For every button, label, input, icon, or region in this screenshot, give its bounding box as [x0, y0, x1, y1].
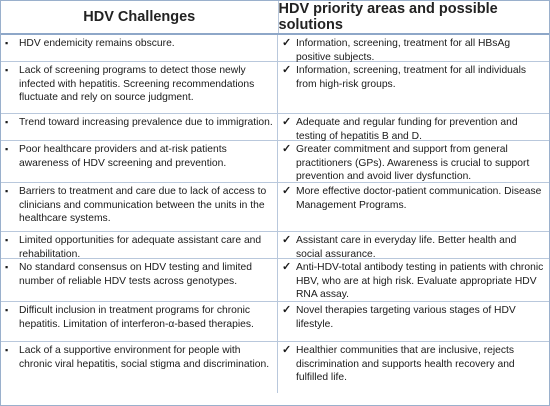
challenge-cell: ▪ No standard consensus on HDV testing an…: [1, 259, 278, 301]
table-row: ▪ Poor healthcare providers and at-risk p…: [1, 141, 549, 183]
checkmark-icon: ✓: [282, 234, 292, 246]
solution-cell: ✓ Anti-HDV-total antibody testing in pati…: [278, 259, 549, 301]
checkmark-icon: ✓: [282, 304, 292, 316]
header-solutions: HDV priority areas and possible solution…: [278, 1, 498, 33]
challenge-text: Poor healthcare providers and at-risk pa…: [19, 144, 227, 169]
table-row: ▪ Difficult inclusion in treatment progra…: [1, 302, 549, 342]
challenge-text: No standard consensus on HDV testing and…: [19, 262, 252, 287]
solution-cell: ✓ Information, screening, treatment for a…: [278, 35, 549, 63]
challenge-text: Lack of a supportive environment for peo…: [19, 345, 270, 370]
solution-cell: ✓ Assistant care in everyday life. Better…: [278, 232, 549, 260]
solution-text: More effective doctor-patient communicat…: [296, 186, 542, 211]
challenge-cell: ▪ Trend toward increasing prevalence due …: [1, 114, 278, 140]
solution-text: Assistant care in everyday life. Better …: [296, 235, 517, 260]
table-row: ▪ Lack of a supportive environment for pe…: [1, 342, 549, 393]
solution-text: Greater commitment and support from gene…: [296, 144, 530, 183]
challenge-cell: ▪ HDV endemicity remains obscure.: [1, 35, 278, 61]
checkmark-icon: ✓: [282, 64, 292, 76]
solution-text: Adequate and regular funding for prevent…: [296, 117, 518, 142]
solution-text: Information, screening, treatment for al…: [296, 38, 511, 63]
table-body: ▪ HDV endemicity remains obscure. ✓ Informa…: [1, 35, 549, 393]
challenge-cell: ▪ Difficult inclusion in treatment progra…: [1, 302, 278, 341]
solution-cell: ✓ Healthier communities that are inclusiv…: [278, 342, 549, 393]
table-row: ▪ Trend toward increasing prevalence due …: [1, 114, 549, 142]
solution-cell: ✓ More effective doctor-patient communica…: [278, 183, 549, 231]
square-bullet-icon: ▪: [5, 305, 9, 315]
challenge-text: Difficult inclusion in treatment program…: [19, 305, 254, 330]
checkmark-icon: ✓: [282, 261, 292, 273]
table-header: HDV Challenges HDV priority areas and po…: [1, 1, 549, 35]
solution-text: Novel therapies targeting various stages…: [296, 305, 516, 330]
challenge-cell: ▪ Limited opportunities for adequate assi…: [1, 232, 278, 260]
solution-cell: ✓ Information, screening, treatment for a…: [278, 62, 549, 113]
square-bullet-icon: ▪: [5, 186, 9, 196]
table-row: ▪ Limited opportunities for adequate assi…: [1, 232, 549, 260]
challenge-cell: ▪ Lack of screening programs to detect th…: [1, 62, 278, 113]
square-bullet-icon: ▪: [5, 235, 9, 245]
solution-text: Healthier communities that are inclusive…: [296, 345, 515, 384]
square-bullet-icon: ▪: [5, 117, 9, 127]
checkmark-icon: ✓: [282, 37, 292, 49]
solution-cell: ✓ Greater commitment and support from gen…: [278, 141, 549, 182]
challenge-text: Lack of screening programs to detect tho…: [19, 65, 255, 104]
square-bullet-icon: ▪: [5, 65, 9, 75]
checkmark-icon: ✓: [282, 344, 292, 356]
challenge-text: Barriers to treatment and care due to la…: [19, 186, 267, 225]
square-bullet-icon: ▪: [5, 144, 9, 154]
square-bullet-icon: ▪: [5, 262, 9, 272]
solution-text: Anti-HDV-total antibody testing in patie…: [296, 262, 544, 301]
challenge-text: Limited opportunities for adequate assis…: [19, 235, 262, 260]
checkmark-icon: ✓: [282, 116, 292, 128]
square-bullet-icon: ▪: [5, 345, 9, 355]
table-row: ▪ No standard consensus on HDV testing an…: [1, 259, 549, 302]
challenge-text: HDV endemicity remains obscure.: [19, 38, 175, 49]
challenge-cell: ▪ Poor healthcare providers and at-risk p…: [1, 141, 278, 182]
challenge-text: Trend toward increasing prevalence due t…: [19, 117, 273, 128]
solution-cell: ✓ Novel therapies targeting various stage…: [278, 302, 549, 341]
square-bullet-icon: ▪: [5, 38, 9, 48]
challenge-cell: ▪ Barriers to treatment and care due to l…: [1, 183, 278, 231]
solution-cell: ✓ Adequate and regular funding for preven…: [278, 114, 549, 142]
table-row: ▪ Barriers to treatment and care due to l…: [1, 183, 549, 232]
checkmark-icon: ✓: [282, 185, 292, 197]
checkmark-icon: ✓: [282, 143, 292, 155]
header-challenges: HDV Challenges: [1, 1, 279, 33]
solution-text: Information, screening, treatment for al…: [296, 65, 527, 90]
table-row: ▪ HDV endemicity remains obscure. ✓ Informa…: [1, 35, 549, 63]
challenge-cell: ▪ Lack of a supportive environment for pe…: [1, 342, 278, 393]
table-row: ▪ Lack of screening programs to detect th…: [1, 62, 549, 114]
